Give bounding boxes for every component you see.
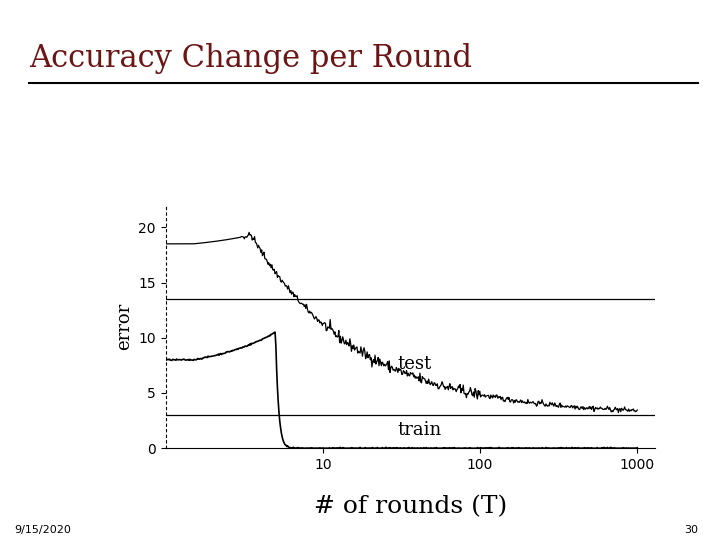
Text: train: train — [398, 421, 442, 440]
Text: 9/15/2020: 9/15/2020 — [14, 524, 71, 535]
Text: Accuracy Change per Round: Accuracy Change per Round — [29, 43, 472, 73]
Y-axis label: error: error — [114, 303, 132, 350]
Text: 30: 30 — [685, 524, 698, 535]
Text: test: test — [398, 355, 432, 373]
Text: # of rounds (T): # of rounds (T) — [314, 495, 507, 518]
